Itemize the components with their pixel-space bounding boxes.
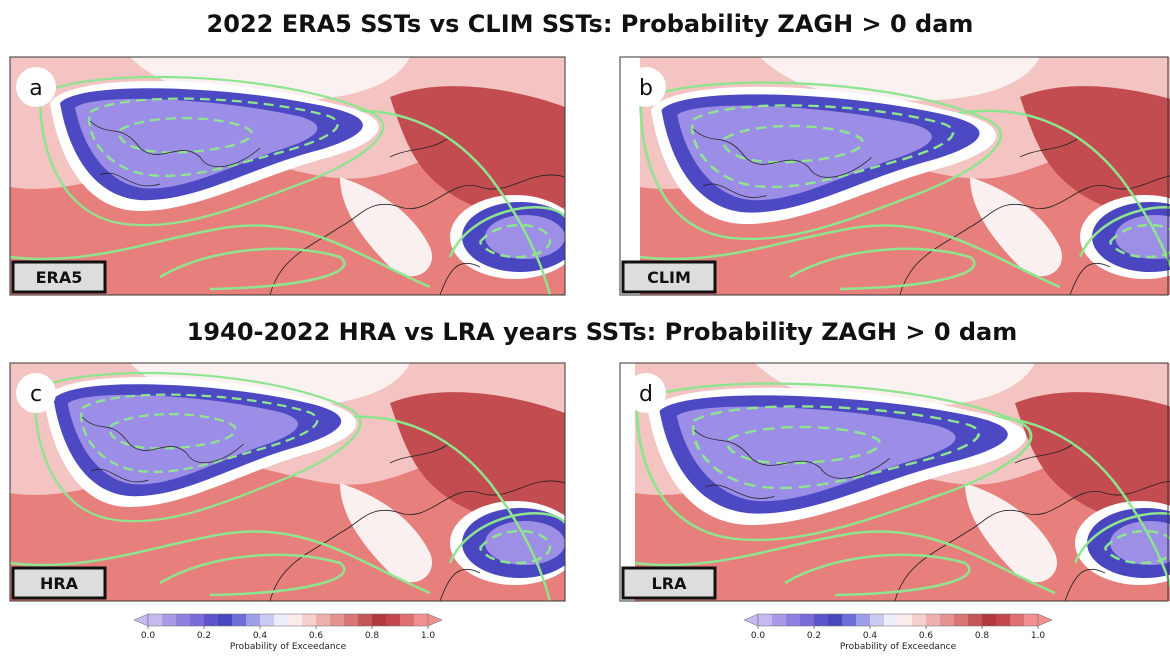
colorbar-swatch bbox=[232, 614, 246, 626]
colorbar-swatch bbox=[218, 614, 232, 626]
colorbar-tick-label: 0.0 bbox=[751, 631, 766, 641]
title: 2022 ERA5 SSTs vs CLIM SSTs: Probability… bbox=[207, 10, 974, 38]
panel-label: ERA5 bbox=[36, 268, 83, 287]
colorbar-swatch bbox=[148, 614, 162, 626]
colorbar-swatch bbox=[814, 614, 828, 626]
colorbar-swatch bbox=[386, 614, 400, 626]
colorbar-swatch bbox=[800, 614, 814, 626]
colorbar-swatch bbox=[884, 614, 898, 626]
title: 1940-2022 HRA vs LRA years SSTs: Probabi… bbox=[187, 318, 1018, 346]
figure: 2022 ERA5 SSTs vs CLIM SSTs: Probability… bbox=[0, 0, 1170, 657]
colorbar-swatch bbox=[414, 614, 428, 626]
map-panel: d LRA bbox=[620, 363, 1170, 601]
colorbar-tick-label: 0.8 bbox=[975, 631, 990, 641]
colorbar-tick-label: 1.0 bbox=[1031, 631, 1046, 641]
colorbar-swatch bbox=[758, 614, 772, 626]
colorbar-swatch bbox=[912, 614, 926, 626]
colorbar-swatch bbox=[204, 614, 218, 626]
colorbar-swatch bbox=[968, 614, 982, 626]
colorbar-swatch bbox=[870, 614, 884, 626]
map-panel: a ERA5 bbox=[10, 57, 580, 295]
map-panel: b CLIM bbox=[620, 57, 1170, 295]
panel-letter: a bbox=[29, 76, 42, 101]
colorbar-swatch bbox=[954, 614, 968, 626]
colorbar-swatch bbox=[358, 614, 372, 626]
colorbar-swatch bbox=[330, 614, 344, 626]
colorbar-tick-label: 0.0 bbox=[141, 631, 156, 641]
colorbar-swatch bbox=[996, 614, 1010, 626]
colorbar-swatch bbox=[246, 614, 260, 626]
colorbar-swatch bbox=[1024, 614, 1038, 626]
colorbar-swatch bbox=[940, 614, 954, 626]
colorbar-swatch bbox=[772, 614, 786, 626]
panel-label: HRA bbox=[40, 574, 79, 593]
colorbar-tick-label: 0.2 bbox=[197, 631, 211, 641]
colorbar-tick-label: 0.6 bbox=[309, 631, 324, 641]
colorbar-extend bbox=[1038, 614, 1052, 626]
colorbar-tick-label: 0.2 bbox=[807, 631, 821, 641]
colorbar-tick-label: 0.4 bbox=[863, 631, 878, 641]
colorbar-swatch bbox=[260, 614, 274, 626]
colorbar-swatch bbox=[176, 614, 190, 626]
panel-letter: d bbox=[639, 382, 653, 407]
colorbar-swatch bbox=[372, 614, 386, 626]
panel-letter: b bbox=[639, 76, 653, 101]
colorbar-swatch bbox=[926, 614, 940, 626]
colorbar-tick-label: 0.4 bbox=[253, 631, 268, 641]
colorbar-extend bbox=[744, 614, 758, 626]
panel-letter: c bbox=[30, 382, 42, 407]
colorbar-swatch bbox=[190, 614, 204, 626]
panel-label: LRA bbox=[652, 574, 688, 593]
colorbar-label: Probability of Exceedance bbox=[840, 642, 957, 652]
colorbar-swatch bbox=[162, 614, 176, 626]
colorbar-swatch bbox=[344, 614, 358, 626]
colorbar-swatch bbox=[288, 614, 302, 626]
panel-label: CLIM bbox=[647, 268, 691, 287]
colorbar-tick-label: 0.6 bbox=[919, 631, 934, 641]
colorbar-extend bbox=[134, 614, 148, 626]
colorbar-swatch bbox=[982, 614, 996, 626]
colorbar-swatch bbox=[302, 614, 316, 626]
colorbar: 0.0 0.2 0.4 0.6 0.8 1.0 Probability of Exceeda… bbox=[744, 614, 1052, 652]
colorbar-tick-label: 0.8 bbox=[365, 631, 380, 641]
colorbar-swatch bbox=[1010, 614, 1024, 626]
map-panel: c HRA bbox=[10, 363, 580, 601]
colorbar-swatch bbox=[274, 614, 288, 626]
colorbar-swatch bbox=[828, 614, 842, 626]
colorbar-swatch bbox=[842, 614, 856, 626]
colorbar-tick-label: 1.0 bbox=[421, 631, 436, 641]
colorbar-label: Probability of Exceedance bbox=[230, 642, 347, 652]
colorbar-swatch bbox=[898, 614, 912, 626]
colorbar-swatch bbox=[856, 614, 870, 626]
colorbar-swatch bbox=[316, 614, 330, 626]
colorbar-swatch bbox=[786, 614, 800, 626]
colorbar: 0.0 0.2 0.4 0.6 0.8 1.0 Probability of Exceeda… bbox=[134, 614, 442, 652]
colorbar-swatch bbox=[400, 614, 414, 626]
colorbar-extend bbox=[428, 614, 442, 626]
